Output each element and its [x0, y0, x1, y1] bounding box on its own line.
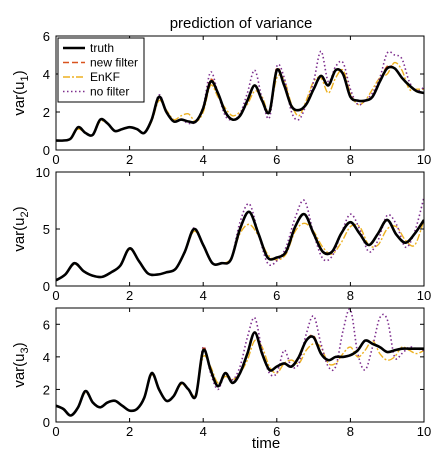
y-tick-label: 0	[43, 279, 50, 294]
y-tick-label: 2	[43, 382, 50, 397]
x-tick-label: 10	[417, 152, 431, 167]
axes-frame	[55, 35, 425, 151]
x-tick-label: 8	[347, 424, 354, 439]
x-tick-label: 6	[273, 288, 280, 303]
x-tick-label: 0	[52, 152, 59, 167]
x-tick-label: 4	[200, 152, 207, 167]
legend-label: truth	[90, 41, 114, 55]
y-tick-label: 10	[36, 165, 50, 180]
y-tick-label: 4	[43, 67, 50, 82]
subplot-3: 0 2 4 6 8 10 0 2 4 6 var(u3)	[11, 307, 431, 439]
y-tick-label: 6	[43, 29, 50, 44]
y-axis-label: var(u2)	[11, 206, 31, 251]
x-tick-label: 4	[200, 288, 207, 303]
x-tick-label: 2	[126, 152, 133, 167]
y-tick-label: 4	[43, 350, 50, 365]
y-axis-label: var(u3)	[11, 342, 31, 387]
series-lines	[56, 50, 424, 142]
series-line-no-filter	[56, 196, 424, 281]
series-lines	[56, 196, 424, 282]
y-tick-label: 6	[43, 317, 50, 332]
x-tick-label: 0	[52, 288, 59, 303]
x-tick-label: 8	[347, 152, 354, 167]
x-tick-label: 10	[417, 288, 431, 303]
y-tick-label: 5	[43, 222, 50, 237]
y-axis-label: var(u1)	[11, 70, 31, 115]
x-tick-label: 6	[273, 152, 280, 167]
legend-label: new filter	[90, 56, 138, 70]
x-axis-label: time	[252, 435, 280, 452]
y-tick-label: 0	[43, 415, 50, 430]
x-tick-label: 0	[52, 424, 59, 439]
figure-title: prediction of variance	[170, 15, 313, 32]
legend-label: EnKF	[90, 70, 120, 84]
subplot-2: 0 2 4 6 8 10 0 5 10 var(u2)	[11, 165, 431, 303]
x-tick-label: 8	[347, 288, 354, 303]
legend-label: no filter	[90, 85, 129, 99]
series-line-truth	[56, 210, 424, 282]
y-tick-label: 0	[43, 143, 50, 158]
axes-frame	[55, 307, 425, 423]
series-lines	[56, 308, 424, 417]
series-line-truth	[56, 65, 424, 142]
x-tick-label: 6	[273, 424, 280, 439]
subplot-1: 0 2 4 6 8 10 0 2 4 6 var(u1)	[11, 29, 431, 167]
x-tick-label: 2	[126, 288, 133, 303]
y-tick-label: 2	[43, 105, 50, 120]
x-tick-label: 10	[417, 424, 431, 439]
x-tick-label: 2	[126, 424, 133, 439]
series-line-truth	[56, 331, 424, 417]
x-tick-label: 4	[200, 424, 207, 439]
